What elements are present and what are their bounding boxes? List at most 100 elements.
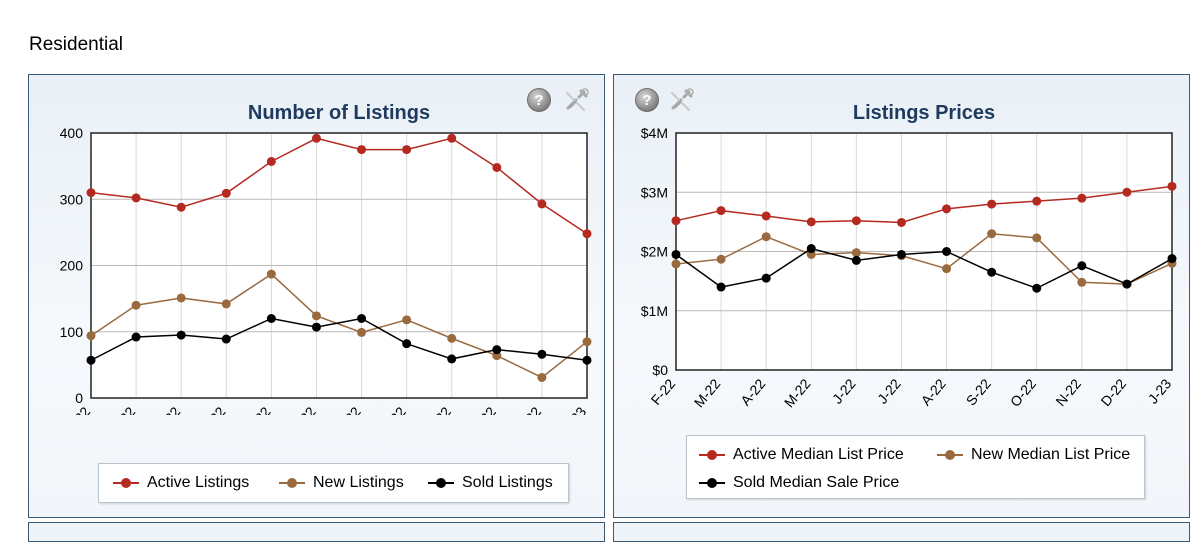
data-point[interactable] xyxy=(176,293,186,303)
legend-item-active-median-list-price[interactable]: Active Median List Price xyxy=(699,446,904,464)
x-tick-label: S-22 xyxy=(378,403,409,415)
data-point[interactable] xyxy=(357,145,367,155)
data-point[interactable] xyxy=(221,334,231,344)
data-point[interactable] xyxy=(492,162,502,172)
next-panel-top-edge xyxy=(613,522,1190,542)
legend-marker-sold-icon xyxy=(699,478,725,488)
data-point[interactable] xyxy=(761,273,771,283)
data-point[interactable] xyxy=(447,333,457,343)
svg-text:?: ? xyxy=(642,92,651,109)
data-point[interactable] xyxy=(582,355,592,365)
y-tick-label: $4M xyxy=(641,125,668,141)
legend-item-sold-listings[interactable]: Sold Listings xyxy=(428,474,553,492)
help-icon[interactable]: ? xyxy=(634,87,660,113)
data-point[interactable] xyxy=(402,145,412,155)
data-point[interactable] xyxy=(896,217,906,227)
data-point[interactable] xyxy=(851,216,861,226)
data-point[interactable] xyxy=(86,188,96,198)
data-point[interactable] xyxy=(311,322,321,332)
data-point[interactable] xyxy=(86,355,96,365)
data-point[interactable] xyxy=(402,339,412,349)
data-point[interactable] xyxy=(266,314,276,323)
data-point[interactable] xyxy=(266,269,276,279)
legend-item-new-listings[interactable]: New Listings xyxy=(279,474,404,492)
help-icon[interactable]: ? xyxy=(526,87,552,113)
data-point[interactable] xyxy=(987,267,997,277)
legend-item-sold-median-sale-price[interactable]: Sold Median Sale Price xyxy=(699,474,899,492)
listings-count-panel: ? Number of Listings 0 100 200 300 400 F-22 M-2… xyxy=(28,74,605,518)
data-point[interactable] xyxy=(537,349,547,359)
data-point[interactable] xyxy=(851,255,861,265)
data-point[interactable] xyxy=(266,156,276,166)
data-point[interactable] xyxy=(537,372,547,382)
x-tick-label: S-22 xyxy=(963,375,994,408)
data-point[interactable] xyxy=(311,133,321,143)
legend-item-new-median-list-price[interactable]: New Median List Price xyxy=(937,446,1130,464)
data-point[interactable] xyxy=(86,331,96,341)
data-point[interactable] xyxy=(806,217,816,227)
x-tick-label: D-22 xyxy=(1097,375,1129,409)
data-point[interactable] xyxy=(942,204,952,214)
data-point[interactable] xyxy=(131,193,141,203)
data-point[interactable] xyxy=(806,244,816,254)
data-point[interactable] xyxy=(671,249,681,259)
series-line xyxy=(675,247,1173,290)
data-point[interactable] xyxy=(176,330,186,340)
series-line xyxy=(675,185,1173,224)
data-point[interactable] xyxy=(537,199,547,209)
data-point[interactable] xyxy=(671,216,681,226)
data-point[interactable] xyxy=(716,254,726,264)
data-point[interactable] xyxy=(1032,196,1042,206)
data-point[interactable] xyxy=(851,248,861,258)
x-tick-label: M-22 xyxy=(691,375,724,410)
legend-label: Sold Median Sale Price xyxy=(733,474,900,491)
data-point[interactable] xyxy=(942,247,952,256)
data-point[interactable] xyxy=(761,232,771,242)
legend-label: Active Median List Price xyxy=(733,446,904,463)
data-point[interactable] xyxy=(221,299,231,309)
x-tick-label: F-22 xyxy=(648,375,679,407)
tools-icon[interactable] xyxy=(564,87,590,113)
x-tick-label: J-22 xyxy=(289,403,319,415)
data-point[interactable] xyxy=(131,332,141,342)
legend-item-active-listings[interactable]: Active Listings xyxy=(113,474,249,492)
data-point[interactable] xyxy=(221,188,231,198)
data-point[interactable] xyxy=(582,229,592,239)
data-point[interactable] xyxy=(1167,181,1177,191)
data-point[interactable] xyxy=(176,202,186,212)
series-line xyxy=(90,317,588,361)
data-point[interactable] xyxy=(1077,261,1087,271)
data-point[interactable] xyxy=(1077,277,1087,287)
data-point[interactable] xyxy=(1077,193,1087,203)
data-point[interactable] xyxy=(447,133,457,143)
data-point[interactable] xyxy=(357,314,367,323)
data-point[interactable] xyxy=(987,229,997,239)
data-point[interactable] xyxy=(761,211,771,221)
x-tick-label: A-22 xyxy=(918,375,949,408)
data-point[interactable] xyxy=(1167,254,1177,264)
data-point[interactable] xyxy=(447,354,457,364)
x-tick-label: A-22 xyxy=(737,375,768,408)
data-point[interactable] xyxy=(942,264,952,274)
data-point[interactable] xyxy=(1122,279,1132,289)
data-point[interactable] xyxy=(1122,187,1132,197)
data-point[interactable] xyxy=(671,259,681,269)
tools-icon[interactable] xyxy=(669,87,695,113)
data-point[interactable] xyxy=(311,311,321,321)
y-tick-label: 200 xyxy=(60,258,84,274)
x-tick-label: N-22 xyxy=(1052,375,1084,409)
legend-marker-new-icon xyxy=(937,450,963,460)
data-point[interactable] xyxy=(492,345,502,355)
data-point[interactable] xyxy=(582,337,592,347)
data-point[interactable] xyxy=(896,249,906,259)
data-point[interactable] xyxy=(716,206,726,216)
data-point[interactable] xyxy=(357,327,367,337)
x-tick-label: J-23 xyxy=(560,403,590,415)
data-point[interactable] xyxy=(402,315,412,325)
data-point[interactable] xyxy=(1032,283,1042,293)
data-point[interactable] xyxy=(987,199,997,209)
next-panel-top-edge xyxy=(28,522,605,542)
data-point[interactable] xyxy=(716,282,726,292)
data-point[interactable] xyxy=(1032,233,1042,243)
data-point[interactable] xyxy=(131,300,141,310)
